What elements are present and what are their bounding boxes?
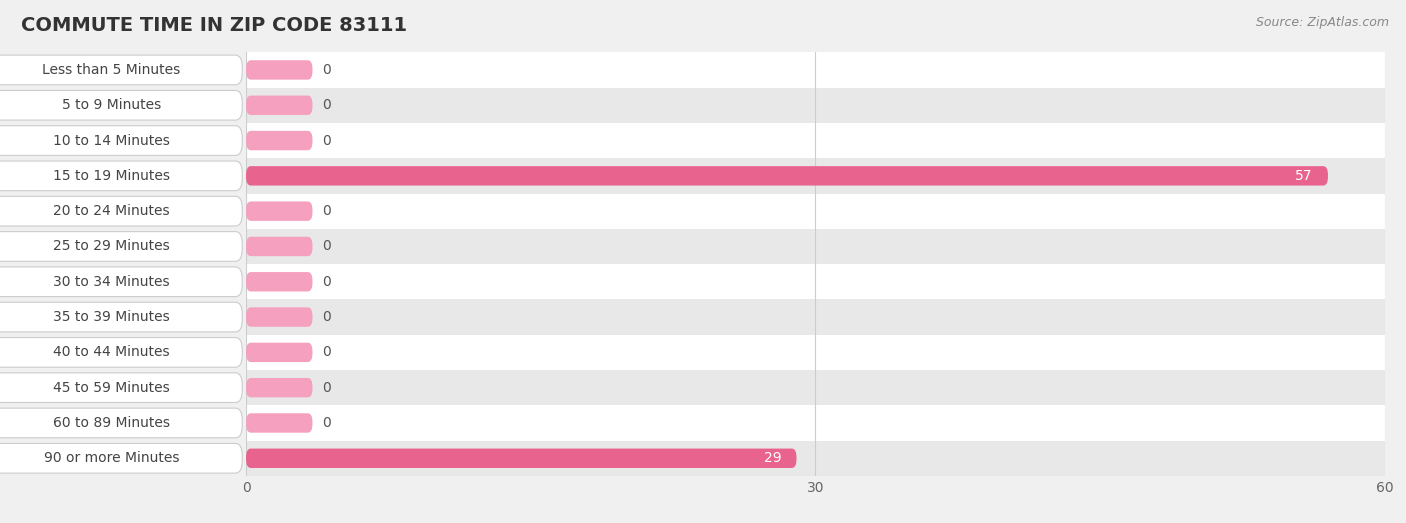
Text: 0: 0 xyxy=(322,204,330,218)
Text: 35 to 39 Minutes: 35 to 39 Minutes xyxy=(53,310,170,324)
FancyBboxPatch shape xyxy=(0,126,242,155)
Text: 60 to 89 Minutes: 60 to 89 Minutes xyxy=(53,416,170,430)
Bar xyxy=(246,405,1385,440)
Bar xyxy=(246,123,1385,158)
Text: 5 to 9 Minutes: 5 to 9 Minutes xyxy=(62,98,160,112)
Text: 0: 0 xyxy=(322,310,330,324)
FancyBboxPatch shape xyxy=(246,343,312,362)
Bar xyxy=(246,440,1385,476)
Text: 0: 0 xyxy=(322,240,330,254)
FancyBboxPatch shape xyxy=(0,161,242,191)
Bar xyxy=(246,88,1385,123)
Text: 29: 29 xyxy=(763,451,782,465)
Text: 25 to 29 Minutes: 25 to 29 Minutes xyxy=(53,240,170,254)
FancyBboxPatch shape xyxy=(246,131,312,150)
Text: 10 to 14 Minutes: 10 to 14 Minutes xyxy=(53,133,170,147)
FancyBboxPatch shape xyxy=(0,444,242,473)
FancyBboxPatch shape xyxy=(246,201,312,221)
Bar xyxy=(246,299,1385,335)
Bar xyxy=(246,370,1385,405)
FancyBboxPatch shape xyxy=(246,413,312,433)
FancyBboxPatch shape xyxy=(0,408,242,438)
FancyBboxPatch shape xyxy=(246,308,312,327)
FancyBboxPatch shape xyxy=(246,237,312,256)
FancyBboxPatch shape xyxy=(0,196,242,226)
Text: 57: 57 xyxy=(1295,169,1313,183)
FancyBboxPatch shape xyxy=(246,272,312,291)
Text: COMMUTE TIME IN ZIP CODE 83111: COMMUTE TIME IN ZIP CODE 83111 xyxy=(21,16,408,35)
FancyBboxPatch shape xyxy=(246,166,1329,186)
Bar xyxy=(246,229,1385,264)
Text: 15 to 19 Minutes: 15 to 19 Minutes xyxy=(53,169,170,183)
FancyBboxPatch shape xyxy=(0,55,242,85)
Text: 0: 0 xyxy=(322,98,330,112)
Bar xyxy=(246,194,1385,229)
FancyBboxPatch shape xyxy=(0,267,242,297)
FancyBboxPatch shape xyxy=(0,90,242,120)
Text: 0: 0 xyxy=(322,381,330,395)
Text: 90 or more Minutes: 90 or more Minutes xyxy=(44,451,179,465)
FancyBboxPatch shape xyxy=(246,96,312,115)
Text: 0: 0 xyxy=(322,63,330,77)
Text: 40 to 44 Minutes: 40 to 44 Minutes xyxy=(53,345,170,359)
Text: 30 to 34 Minutes: 30 to 34 Minutes xyxy=(53,275,170,289)
FancyBboxPatch shape xyxy=(246,60,312,79)
FancyBboxPatch shape xyxy=(246,449,796,468)
Bar xyxy=(246,52,1385,88)
Bar xyxy=(246,335,1385,370)
Text: 20 to 24 Minutes: 20 to 24 Minutes xyxy=(53,204,170,218)
Text: Less than 5 Minutes: Less than 5 Minutes xyxy=(42,63,180,77)
Text: 45 to 59 Minutes: 45 to 59 Minutes xyxy=(53,381,170,395)
FancyBboxPatch shape xyxy=(0,302,242,332)
FancyBboxPatch shape xyxy=(0,373,242,403)
Text: 0: 0 xyxy=(322,416,330,430)
FancyBboxPatch shape xyxy=(0,232,242,262)
FancyBboxPatch shape xyxy=(246,378,312,397)
Text: 0: 0 xyxy=(322,275,330,289)
Text: 0: 0 xyxy=(322,133,330,147)
Text: 0: 0 xyxy=(322,345,330,359)
Text: Source: ZipAtlas.com: Source: ZipAtlas.com xyxy=(1256,16,1389,29)
FancyBboxPatch shape xyxy=(0,337,242,367)
Bar xyxy=(246,158,1385,194)
Bar xyxy=(246,264,1385,299)
